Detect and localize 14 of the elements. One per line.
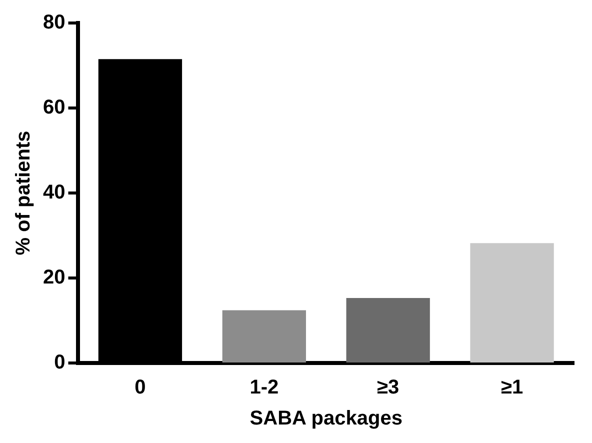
bar — [222, 310, 306, 362]
y-tick-label: 60 — [42, 96, 66, 119]
y-tick-label: 40 — [42, 182, 66, 204]
x-axis-title: SABA packages — [250, 408, 402, 430]
y-axis-title: % of patients — [12, 130, 35, 256]
y-tick-label: 0 — [54, 352, 66, 374]
x-tick-label: 0 — [134, 376, 146, 399]
x-tick-label: 1-2 — [250, 376, 279, 399]
x-tick-label: ≥1 — [500, 376, 524, 399]
x-tick-label: ≥3 — [377, 376, 400, 399]
bar — [470, 243, 554, 362]
y-tick-label: 80 — [42, 12, 66, 34]
y-tick-label: 20 — [42, 266, 66, 289]
bar — [346, 298, 430, 362]
